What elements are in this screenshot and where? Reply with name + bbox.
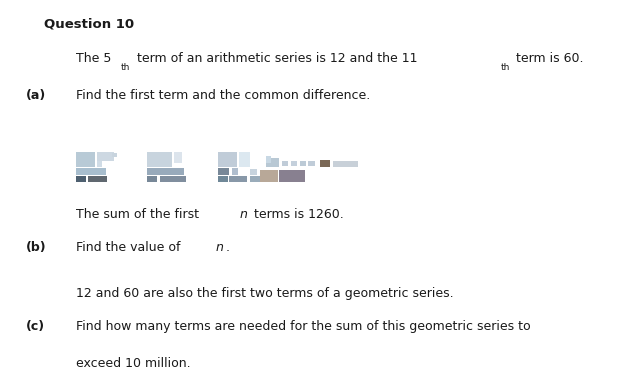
Bar (291, 161, 297, 166)
Bar (300, 161, 306, 166)
Bar (266, 156, 271, 163)
Text: (b): (b) (26, 241, 46, 254)
Bar (76, 168, 106, 175)
Text: n: n (239, 208, 247, 221)
Text: 12 and 60 are also the first two terms of a geometric series.: 12 and 60 are also the first two terms o… (76, 287, 453, 300)
Text: Find how many terms are needed for the sum of this geometric series to: Find how many terms are needed for the s… (76, 320, 530, 333)
Text: The sum of the first: The sum of the first (76, 208, 202, 221)
Text: exceed 10 million.: exceed 10 million. (76, 357, 190, 370)
Text: Find the first term and the common difference.: Find the first term and the common diffe… (76, 89, 370, 102)
Bar (250, 176, 260, 182)
Bar (232, 168, 238, 175)
Bar (239, 152, 250, 167)
Text: terms is 1260.: terms is 1260. (250, 208, 343, 221)
Bar (88, 176, 107, 182)
Text: th: th (121, 63, 131, 72)
Text: n: n (216, 241, 223, 254)
Bar (308, 161, 315, 166)
Bar (76, 152, 95, 167)
Bar (333, 161, 358, 167)
Bar (174, 152, 182, 163)
Text: Question 10: Question 10 (44, 17, 134, 31)
Bar (229, 176, 247, 182)
Text: Find the value of: Find the value of (76, 241, 184, 254)
Text: (a): (a) (26, 89, 46, 102)
Bar (218, 168, 229, 175)
Bar (147, 152, 172, 167)
Bar (160, 176, 186, 182)
Text: (c): (c) (26, 320, 45, 333)
Bar (266, 158, 279, 167)
Text: term of an arithmetic series is 12 and the 11: term of an arithmetic series is 12 and t… (133, 52, 418, 66)
Bar (76, 176, 86, 182)
Text: The 5: The 5 (76, 52, 111, 66)
Text: .: . (226, 241, 230, 254)
Bar (279, 170, 305, 182)
Bar (250, 169, 257, 175)
Text: term is 60.: term is 60. (513, 52, 584, 66)
Bar (282, 161, 288, 166)
Bar (218, 152, 237, 167)
Bar (260, 170, 278, 182)
Bar (112, 153, 117, 157)
Text: th: th (500, 63, 509, 72)
Bar (320, 160, 330, 167)
Bar (147, 176, 157, 182)
Bar (97, 152, 114, 161)
Bar (147, 168, 184, 175)
Bar (97, 161, 102, 167)
Bar (218, 176, 228, 182)
